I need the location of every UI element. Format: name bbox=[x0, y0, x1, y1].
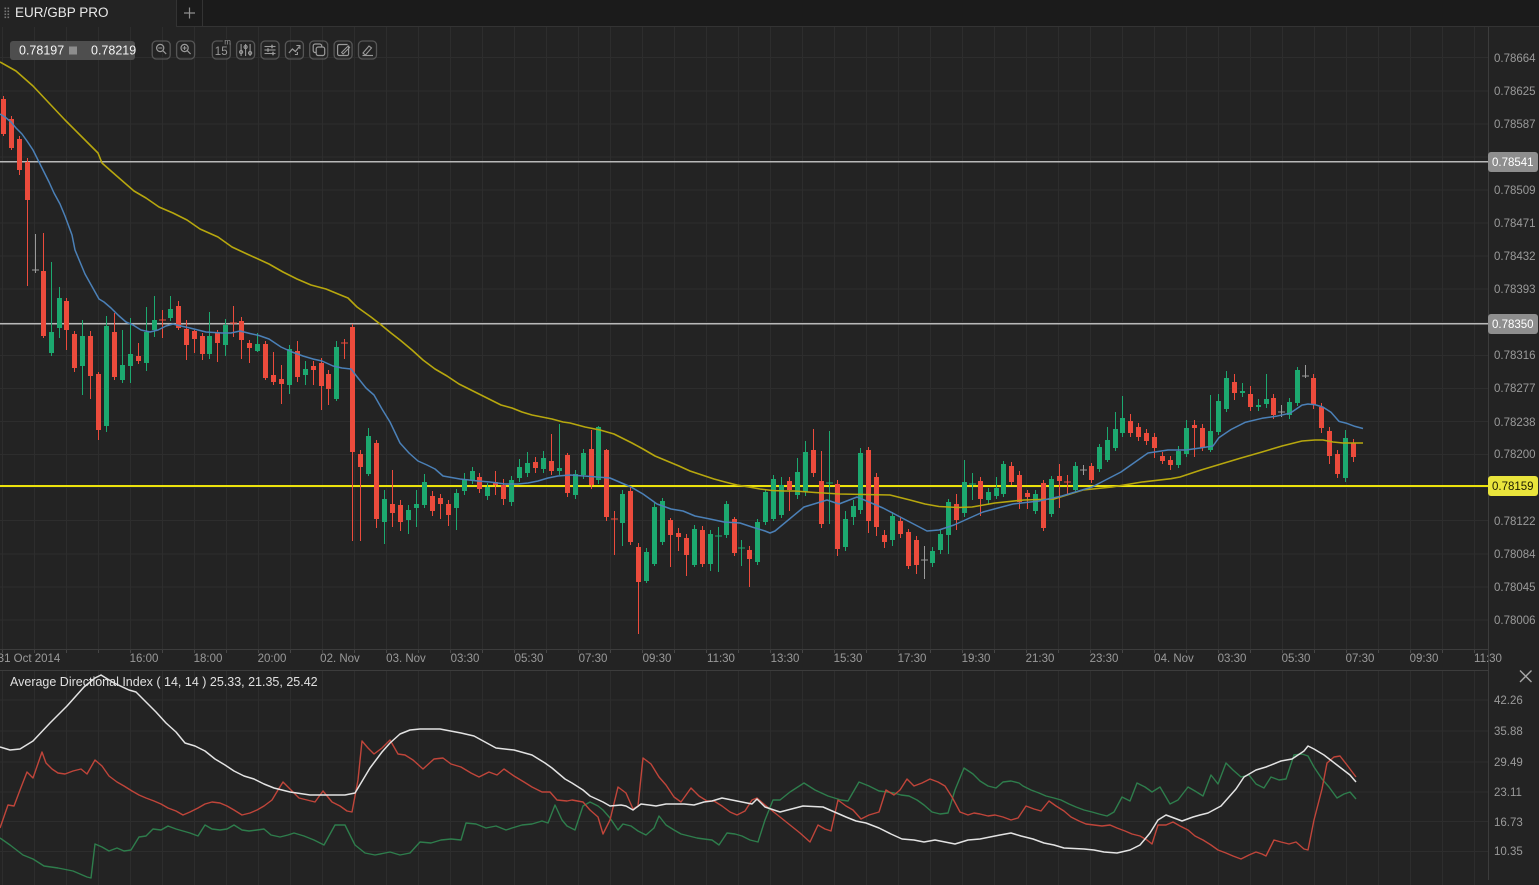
svg-text:07:30: 07:30 bbox=[1346, 653, 1375, 665]
svg-text:17:30: 17:30 bbox=[898, 653, 927, 665]
svg-text:02. Nov: 02. Nov bbox=[320, 653, 360, 665]
svg-text:EUR/GBP PRO: EUR/GBP PRO bbox=[15, 5, 109, 20]
svg-text:19:30: 19:30 bbox=[962, 653, 991, 665]
svg-text:0.78045: 0.78045 bbox=[1494, 582, 1536, 594]
svg-text:21:30: 21:30 bbox=[1026, 653, 1055, 665]
svg-text:29.49: 29.49 bbox=[1494, 757, 1523, 769]
svg-text:0.78471: 0.78471 bbox=[1494, 218, 1536, 230]
svg-text:04. Nov: 04. Nov bbox=[1154, 653, 1194, 665]
svg-text:0.78084: 0.78084 bbox=[1494, 549, 1536, 561]
svg-text:11:30: 11:30 bbox=[707, 653, 735, 665]
svg-text:05:30: 05:30 bbox=[1282, 653, 1311, 665]
svg-text:0.78006: 0.78006 bbox=[1494, 615, 1536, 627]
svg-text:0.78122: 0.78122 bbox=[1494, 516, 1536, 528]
svg-text:03:30: 03:30 bbox=[1218, 653, 1247, 665]
svg-text:16:00: 16:00 bbox=[130, 653, 159, 665]
svg-text:42.26: 42.26 bbox=[1494, 695, 1523, 707]
svg-text:15:30: 15:30 bbox=[834, 653, 863, 665]
svg-text:0.78509: 0.78509 bbox=[1494, 185, 1536, 197]
svg-text:09:30: 09:30 bbox=[1410, 653, 1439, 665]
svg-text:0.78587: 0.78587 bbox=[1494, 119, 1536, 131]
svg-text:0.78432: 0.78432 bbox=[1494, 251, 1536, 263]
svg-text:13:30: 13:30 bbox=[771, 653, 800, 665]
svg-text:15: 15 bbox=[215, 46, 228, 58]
svg-text:07:30: 07:30 bbox=[579, 653, 608, 665]
svg-text:23.11: 23.11 bbox=[1494, 787, 1522, 799]
svg-text:0.78350: 0.78350 bbox=[1492, 319, 1534, 331]
svg-text:03:30: 03:30 bbox=[451, 653, 480, 665]
svg-text:0.78238: 0.78238 bbox=[1494, 417, 1536, 429]
svg-text:0.78200: 0.78200 bbox=[1494, 449, 1536, 461]
svg-text:18:00: 18:00 bbox=[194, 653, 223, 665]
svg-text:16.73: 16.73 bbox=[1494, 817, 1523, 829]
svg-text:m: m bbox=[224, 38, 231, 47]
svg-text:10.35: 10.35 bbox=[1494, 846, 1523, 858]
svg-text:0.78277: 0.78277 bbox=[1494, 383, 1536, 395]
svg-text:11:30: 11:30 bbox=[1474, 653, 1502, 665]
svg-text:0.78219: 0.78219 bbox=[91, 44, 136, 58]
svg-text:0.78625: 0.78625 bbox=[1494, 86, 1536, 98]
svg-text:05:30: 05:30 bbox=[515, 653, 544, 665]
svg-text:03. Nov: 03. Nov bbox=[386, 653, 426, 665]
svg-text:0.78664: 0.78664 bbox=[1494, 53, 1536, 65]
svg-text:35.88: 35.88 bbox=[1494, 726, 1523, 738]
svg-text:0.78159: 0.78159 bbox=[1492, 481, 1534, 493]
svg-text:0.78316: 0.78316 bbox=[1494, 350, 1536, 362]
svg-text:20:00: 20:00 bbox=[258, 653, 287, 665]
svg-text:23:30: 23:30 bbox=[1090, 653, 1119, 665]
svg-text:0.78393: 0.78393 bbox=[1494, 284, 1536, 296]
svg-text:09:30: 09:30 bbox=[643, 653, 672, 665]
svg-text:0.78197: 0.78197 bbox=[19, 44, 64, 58]
svg-text:0.78541: 0.78541 bbox=[1492, 157, 1534, 169]
svg-text:31 Oct 2014: 31 Oct 2014 bbox=[0, 653, 61, 665]
svg-text:Average Directional Index ( 14: Average Directional Index ( 14, 14 ) 25.… bbox=[10, 675, 318, 689]
